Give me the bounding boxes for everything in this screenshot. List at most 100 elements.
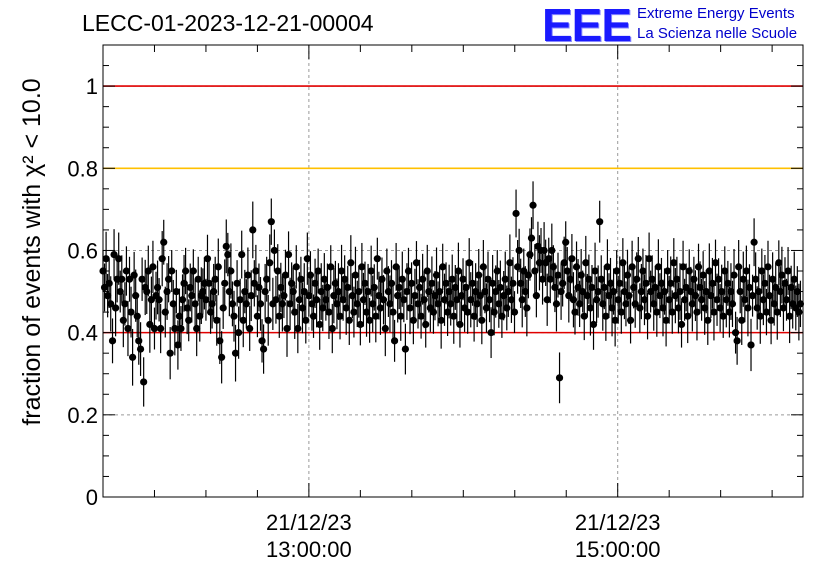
data-point: [379, 296, 388, 304]
data-point: [745, 283, 754, 292]
data-point: [617, 308, 625, 316]
data-point: [518, 296, 526, 304]
data-point: [555, 374, 564, 382]
data-point: [673, 275, 681, 283]
data-points: [99, 181, 805, 407]
data-point: [702, 287, 710, 296]
data-point: [210, 287, 218, 296]
data-point: [572, 263, 581, 271]
data-point: [619, 259, 627, 267]
data-point: [224, 250, 232, 259]
data-point: [654, 263, 662, 271]
data-point: [297, 275, 305, 283]
data-point: [464, 308, 472, 316]
data-point: [105, 279, 113, 287]
data-point: [748, 292, 757, 300]
data-point: [119, 316, 127, 324]
data-point: [790, 275, 798, 283]
data-point: [205, 279, 213, 287]
data-point: [419, 275, 427, 283]
data-point: [136, 345, 145, 353]
data-point: [244, 271, 252, 279]
data-point: [611, 316, 619, 324]
data-point: [398, 275, 406, 283]
data-point: [404, 267, 413, 275]
data-point: [562, 238, 570, 246]
data-point: [274, 267, 282, 275]
data-point: [238, 250, 246, 259]
data-point: [216, 337, 224, 345]
data-point: [351, 271, 360, 279]
data-point: [756, 312, 764, 320]
data-point: [437, 316, 445, 324]
data-point: [341, 275, 349, 283]
data-point: [255, 283, 263, 292]
data-point: [506, 259, 514, 267]
data-point: [407, 279, 416, 287]
data-point: [639, 267, 647, 275]
data-point: [344, 283, 352, 292]
data-point: [127, 308, 135, 316]
data-point: [147, 296, 155, 304]
data-point: [270, 246, 278, 255]
x-tick-label-time: 15:00:00: [575, 537, 661, 562]
data-point: [383, 267, 391, 275]
data-point: [372, 312, 380, 320]
data-point: [490, 308, 498, 316]
data-point: [718, 287, 726, 296]
data-point: [736, 287, 744, 296]
y-tick-label: 0.6: [67, 238, 98, 263]
data-point: [642, 279, 650, 287]
data-point: [347, 259, 355, 267]
data-point: [439, 263, 447, 271]
data-point: [221, 279, 229, 287]
data-point: [325, 308, 333, 316]
data-point: [515, 246, 523, 255]
data-point: [108, 337, 117, 345]
data-point: [132, 292, 140, 300]
x-tick-label-date: 21/12/23: [575, 510, 661, 535]
data-point: [264, 316, 272, 324]
data-point: [280, 292, 288, 300]
data-point: [420, 296, 428, 304]
data-point: [367, 267, 375, 275]
data-point: [236, 296, 244, 304]
data-point: [323, 283, 332, 292]
data-point: [203, 255, 212, 263]
data-point: [163, 287, 171, 296]
data-point: [670, 259, 678, 267]
data-point: [546, 275, 554, 283]
data-point: [559, 279, 567, 287]
data-point: [144, 267, 152, 275]
data-point: [140, 378, 148, 386]
data-point: [118, 275, 126, 283]
data-point: [456, 320, 464, 329]
data-point: [358, 263, 366, 271]
data-point: [231, 349, 240, 357]
data-point: [149, 263, 157, 271]
data-point: [291, 308, 299, 316]
data-point: [314, 267, 322, 275]
y-tick-label: 0: [86, 485, 98, 510]
data-point: [719, 312, 727, 320]
data-point: [400, 296, 408, 304]
data-point: [493, 267, 501, 275]
logo-line-2: La Scienza nelle Scuole: [637, 25, 798, 42]
data-point: [143, 287, 151, 296]
data-point: [571, 308, 579, 316]
data-point: [523, 304, 531, 312]
data-point: [278, 300, 286, 308]
data-point: [350, 308, 358, 316]
data-point: [389, 308, 397, 316]
data-point: [168, 267, 176, 275]
data-point: [693, 308, 701, 316]
data-point: [679, 263, 687, 271]
data-point: [554, 271, 562, 279]
data-point: [682, 283, 690, 292]
data-point: [465, 259, 473, 267]
data-point: [724, 279, 732, 287]
data-point: [259, 345, 268, 353]
data-point: [128, 353, 137, 361]
data-point: [677, 320, 686, 329]
data-point: [512, 209, 520, 218]
